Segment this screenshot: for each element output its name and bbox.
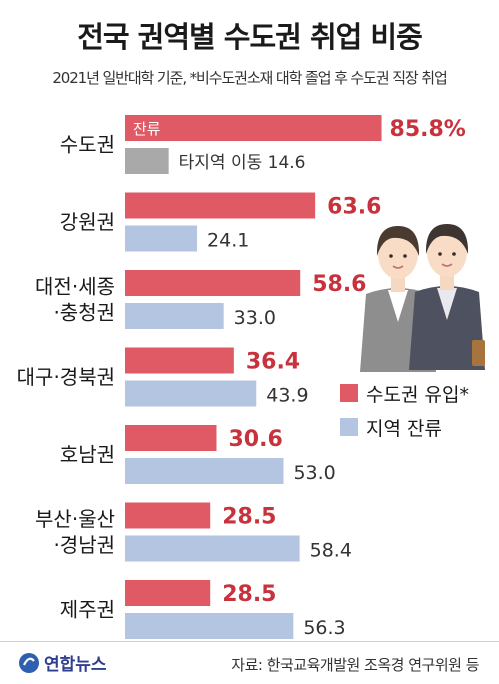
- value-label-inflow: 30.6: [228, 427, 282, 452]
- legend: 수도권 유입* 지역 잔류: [340, 376, 469, 444]
- bar-chart: 수도권 잔류 85.8% 타지역 이동 14.6 강원권 63.6 24.1 대전·세종·충청…: [17, 115, 485, 639]
- value-label-stay: 56.3: [303, 617, 345, 639]
- source-note: 자료: 한국교육개발원 조옥경 연구위원 등: [231, 656, 479, 674]
- bar-stay: [125, 613, 294, 639]
- bar-inflow: [125, 115, 382, 141]
- region-label: ·충청권: [53, 301, 115, 325]
- chart-subtitle: 2021년 일반대학 기준, *비수도권소재 대학 졸업 후 수도권 직장 취업: [52, 69, 447, 87]
- value-label-stay: 33.0: [234, 307, 276, 329]
- legend-item-stay: 지역 잔류: [340, 410, 469, 444]
- illustration-male-graduate: [409, 224, 485, 370]
- yonhap-logo-icon: [19, 652, 39, 673]
- legend-swatch-blue: [340, 418, 358, 436]
- value-label-inflow: 58.6: [312, 272, 366, 297]
- bar-stay: [125, 380, 257, 407]
- bar-stay: [125, 225, 198, 252]
- value-label-inflow: 63.6: [327, 195, 381, 220]
- bar-move-other: [125, 148, 169, 174]
- footer-divider: [0, 641, 499, 642]
- legend-label-inflow: 수도권 유입*: [366, 383, 469, 406]
- value-label-inflow: 28.5: [222, 505, 276, 530]
- value-label-stay: 58.4: [310, 540, 352, 562]
- region-label: 대전·세종: [35, 275, 115, 299]
- label-move-other: 타지역 이동 14.6: [179, 153, 306, 173]
- value-label-inflow: 85.8%: [390, 117, 466, 142]
- region-label: 호남권: [60, 443, 115, 467]
- legend-swatch-red: [340, 384, 358, 402]
- yonhap-logo-text: 연합뉴스: [44, 655, 107, 675]
- value-label-inflow: 36.4: [246, 350, 300, 375]
- bar-stay: [125, 303, 224, 329]
- bar-inflow: [125, 580, 211, 606]
- legend-item-inflow: 수도권 유입*: [340, 376, 469, 410]
- yonhap-logo: 연합뉴스: [18, 650, 107, 675]
- bar-inflow: [125, 347, 234, 374]
- illustration-bag: [472, 340, 485, 366]
- bar-inflow: [125, 192, 316, 219]
- value-label-inflow: 28.5: [222, 582, 276, 607]
- region-label: 제주권: [60, 598, 115, 622]
- bar-inflow: [125, 270, 301, 296]
- bar-stay: [125, 535, 300, 562]
- value-label-stay: 43.9: [266, 385, 308, 407]
- region-label: ·경남권: [53, 533, 115, 557]
- bar-inflow: [125, 425, 217, 451]
- value-label-stay: 53.0: [293, 462, 335, 484]
- region-label: 부산·울산: [35, 507, 115, 531]
- region-label: 수도권: [60, 133, 115, 157]
- region-label: 대구·경북권: [17, 365, 115, 389]
- bar-inflow: [125, 502, 211, 529]
- legend-label-stay: 지역 잔류: [366, 417, 442, 440]
- inbar-label-stay: 잔류: [133, 120, 161, 138]
- value-label-stay: 24.1: [207, 230, 249, 252]
- chart-title: 전국 권역별 수도권 취업 비중: [77, 20, 423, 54]
- bar-stay: [125, 458, 284, 484]
- region-label: 강원권: [60, 210, 115, 234]
